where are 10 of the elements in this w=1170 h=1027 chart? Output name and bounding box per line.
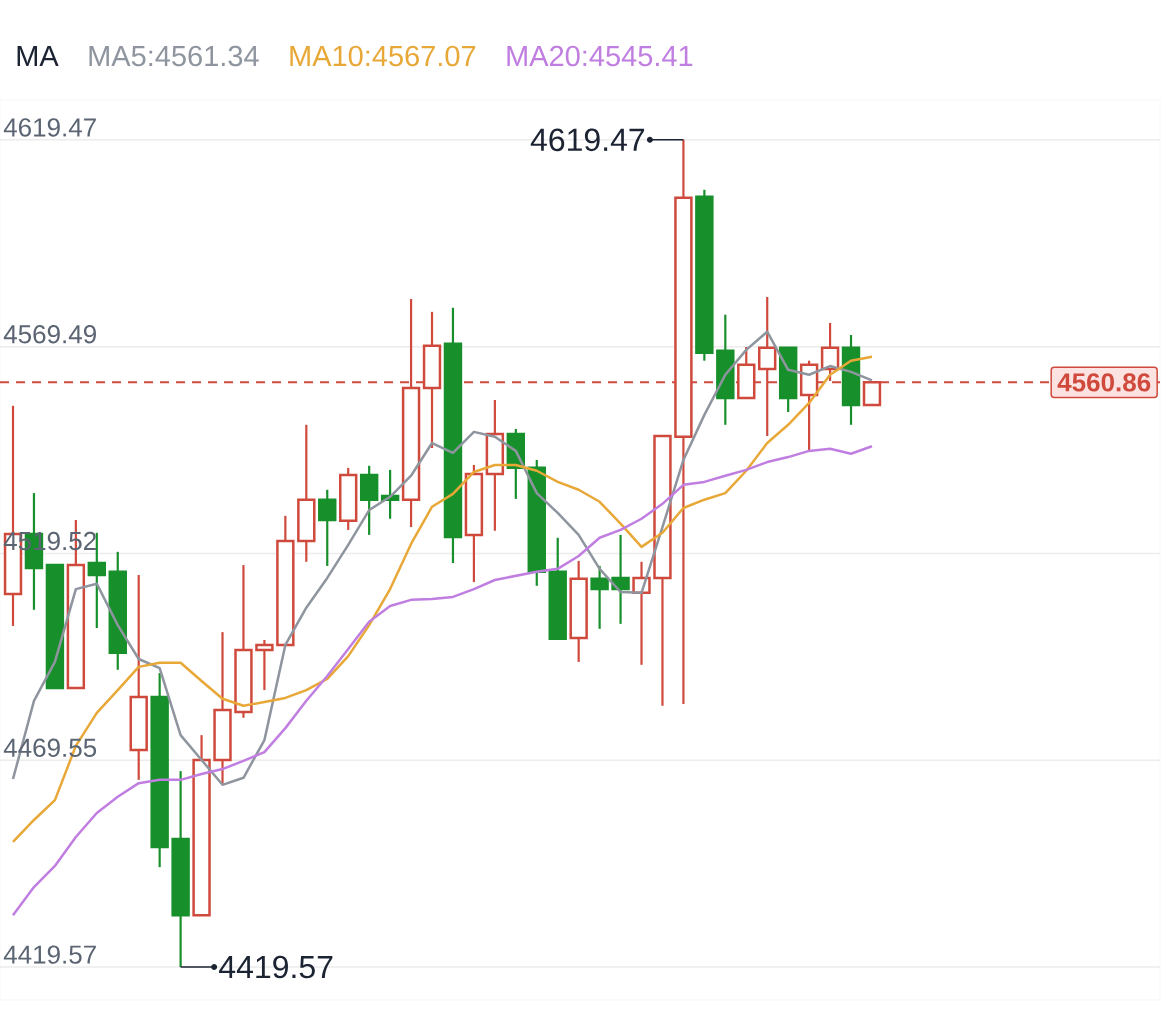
text: MA10:4567.07 bbox=[290, 45, 476, 67]
annotation: 4419.57 bbox=[219, 955, 333, 979]
text: MA20:4545.41 bbox=[507, 45, 693, 67]
text: MA5:4561.34 bbox=[89, 45, 259, 67]
ref-line-label: 4560.86 bbox=[1057, 373, 1151, 392]
y-tick-label: 4419.57 bbox=[3, 945, 96, 964]
y-tick-label: 4619.47 bbox=[3, 118, 96, 137]
annotation: 4619.47 bbox=[530, 128, 645, 152]
legend-title: MA bbox=[17, 46, 59, 66]
y-tick-label: 4569.49 bbox=[3, 325, 96, 344]
